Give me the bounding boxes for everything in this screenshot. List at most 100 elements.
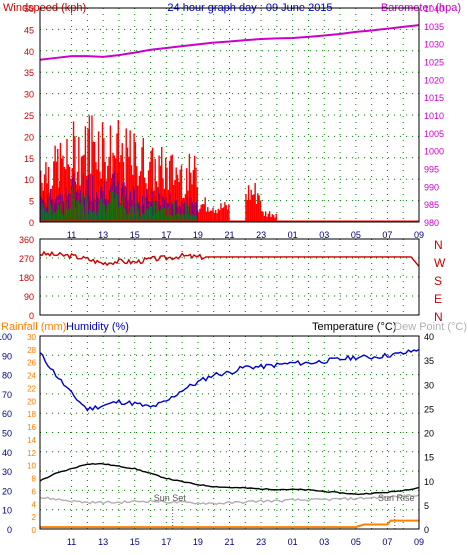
windspeed-x-axis: 11 13 15 17 19 21 23 01 03 05 07 09	[67, 230, 424, 240]
windspeed-tick-label: 40	[24, 47, 34, 57]
time-tick-label: 05	[351, 537, 361, 547]
barometer-tick-label: 1025	[424, 58, 444, 68]
temperature-tick-label: 20	[424, 429, 434, 439]
temperature-tick-label: 15	[424, 453, 434, 463]
temperature-tick-label: 25	[424, 404, 434, 414]
time-tick-label: 19	[193, 230, 203, 240]
direction-tick-label: 180	[19, 273, 34, 283]
time-tick-label: 23	[256, 537, 266, 547]
windspeed-tick-label: 50	[24, 4, 34, 14]
windspeed-tick-label: 30	[24, 90, 34, 100]
direction-tick-label: 0	[29, 311, 34, 321]
time-tick-label: 11	[67, 230, 76, 240]
time-tick-label: 19	[193, 537, 203, 547]
humidity-tick-label: 40	[2, 448, 12, 458]
barometer-tick-label: 1005	[424, 129, 444, 139]
humidity-line	[39, 348, 420, 412]
compass-label: N	[434, 310, 443, 324]
temperature-tick-label: 35	[424, 356, 434, 366]
barometer-axis-title: Barometer (hpa)	[381, 2, 461, 14]
time-tick-label: 23	[256, 230, 266, 240]
temperature-tick-label: 40	[424, 332, 434, 342]
barometer-tick-label: 1010	[424, 111, 444, 121]
time-tick-label: 03	[319, 537, 329, 547]
time-tick-label: 11	[67, 537, 76, 547]
compass-label: E	[434, 292, 442, 306]
windspeed-y-axis: 0 5 10 15 20 25 30 35 40 45 50	[24, 4, 34, 228]
barometer-tick-label: 990	[424, 182, 439, 192]
rainfall-axis-title: Rainfall (mm)	[1, 321, 66, 333]
rainfall-tick-label: 14	[27, 436, 36, 445]
humidity-tick-label: 100	[0, 332, 12, 342]
sun-markers	[172, 507, 396, 529]
temperature-tick-label: 0	[424, 525, 429, 535]
temperature-y-axis: 0 5 10 15 20 25 30 35 40	[424, 332, 434, 535]
dewpoint-axis-title: Dew Point (°C)	[394, 321, 467, 333]
rainfall-tick-label: 8	[32, 475, 37, 484]
direction-tick-label: 360	[19, 235, 34, 245]
humidity-tick-label: 0	[7, 525, 12, 535]
rainfall-tick-label: 30	[27, 333, 36, 342]
humidity-tick-label: 90	[2, 351, 12, 361]
humidity-grid	[40, 335, 420, 530]
humidity-y-axis: 0 10 20 30 40 50 60 70 80 90 100	[0, 332, 12, 535]
temperature-tick-label: 30	[424, 380, 434, 390]
humidity-tick-label: 50	[2, 429, 12, 439]
time-tick-label: 09	[414, 537, 424, 547]
direction-plot-frame	[39, 238, 420, 316]
time-tick-label: 21	[224, 537, 234, 547]
time-tick-label: 17	[161, 537, 171, 547]
humidity-tick-label: 70	[2, 390, 12, 400]
time-tick-label: 01	[288, 230, 298, 240]
windspeed-tick-label: 10	[24, 175, 34, 185]
barometer-tick-label: 1035	[424, 22, 444, 32]
direction-y-axis: 0 90 180 270 360	[19, 235, 34, 321]
time-tick-label: 15	[130, 537, 140, 547]
compass-label: W	[434, 256, 446, 270]
rainfall-tick-label: 0	[32, 526, 37, 535]
temperature-tick-label: 10	[424, 477, 434, 487]
rainfall-tick-label: 20	[27, 397, 36, 406]
windspeed-tick-label: 35	[24, 68, 34, 78]
rainfall-tick-label: 6	[32, 487, 37, 496]
barometer-tick-label: 1015	[424, 93, 444, 103]
rainfall-tick-label: 22	[27, 384, 36, 393]
barometer-tick-label: 1020	[424, 75, 444, 85]
sunset-label: Sun Set	[154, 493, 187, 503]
time-tick-label: 21	[224, 230, 234, 240]
temperature-tick-label: 5	[424, 501, 429, 511]
windspeed-tick-label: 20	[24, 132, 34, 142]
barometer-tick-label: 980	[424, 218, 439, 228]
rainfall-tick-label: 26	[27, 359, 36, 368]
time-tick-label: 03	[319, 230, 329, 240]
rainfall-tick-label: 28	[27, 346, 36, 355]
rainfall-tick-label: 4	[32, 500, 37, 509]
rainfall-tick-label: 10	[27, 462, 36, 471]
time-tick-label: 13	[98, 537, 108, 547]
windspeed-tick-label: 0	[29, 218, 34, 228]
barometer-y-axis: 980 985 990 995 1000 1005 1010 1015 1020 1025 1030…	[424, 4, 444, 228]
time-tick-label: 07	[382, 230, 392, 240]
rainfall-line	[40, 519, 419, 529]
time-tick-label: 13	[98, 230, 108, 240]
dewpoint-line	[39, 493, 420, 505]
humidity-tick-label: 20	[2, 486, 12, 496]
windspeed-tick-label: 25	[24, 111, 34, 121]
time-tick-label: 15	[130, 230, 140, 240]
humidity-axis-title: Humidity (%)	[66, 321, 129, 333]
temperature-axis-title: Temperature (°C)	[312, 321, 396, 333]
compass-label: N	[434, 238, 443, 252]
barometer-tick-label: 1000	[424, 147, 444, 157]
barometer-tick-label: 985	[424, 200, 439, 210]
barometer-line	[39, 24, 420, 61]
barometer-tick-label: 1030	[424, 40, 444, 50]
humidity-plot-frame	[39, 335, 420, 530]
humidity-tick-label: 30	[2, 467, 12, 477]
windspeed-tick-label: 45	[24, 25, 34, 35]
barometer-tick-label: 1040	[424, 4, 444, 14]
humidity-tick-label: 10	[2, 506, 12, 516]
compass-label: S	[434, 274, 442, 288]
